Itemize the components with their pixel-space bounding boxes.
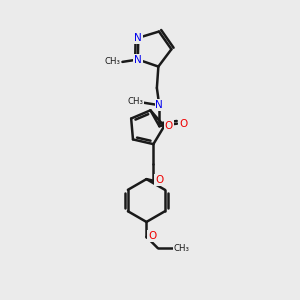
- Text: CH₃: CH₃: [104, 57, 120, 66]
- Text: N: N: [134, 33, 142, 43]
- Text: O: O: [179, 118, 187, 129]
- Text: O: O: [155, 175, 164, 185]
- Text: O: O: [165, 121, 173, 131]
- Text: N: N: [155, 100, 163, 110]
- Text: CH₃: CH₃: [173, 244, 190, 253]
- Text: N: N: [134, 55, 142, 64]
- Text: O: O: [148, 231, 157, 241]
- Text: CH₃: CH₃: [128, 97, 143, 106]
